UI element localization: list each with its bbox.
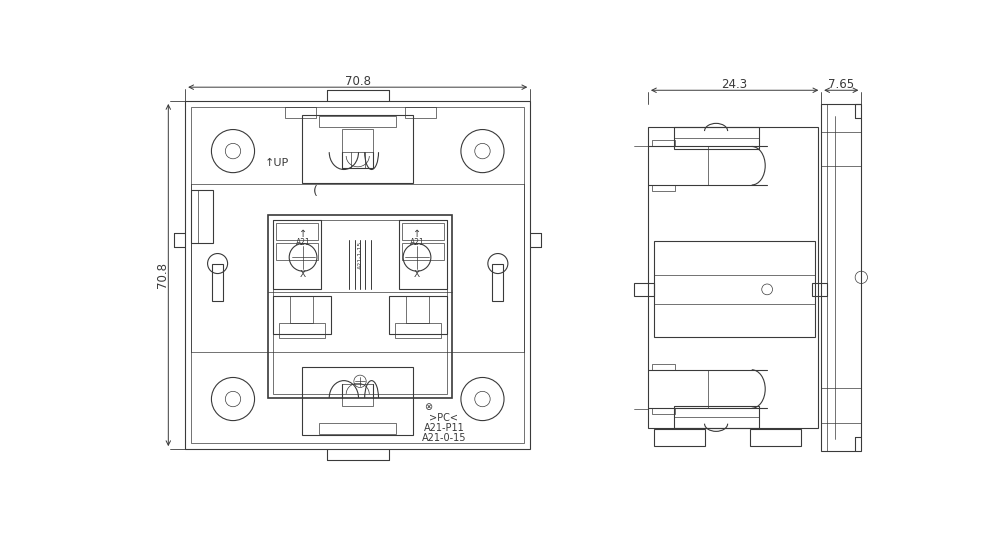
Text: ↑: ↑	[413, 229, 421, 239]
Text: 7.65: 7.65	[828, 77, 854, 91]
Bar	[302, 367, 413, 435]
Bar	[406, 296, 429, 323]
Text: ↑: ↑	[299, 229, 307, 239]
Text: 70.8: 70.8	[156, 262, 169, 288]
Bar	[285, 107, 316, 118]
Bar	[402, 243, 444, 260]
Bar	[389, 296, 447, 334]
Text: X: X	[414, 270, 420, 279]
Bar	[821, 104, 861, 451]
Bar	[399, 219, 447, 289]
Bar	[654, 241, 815, 337]
Bar	[654, 429, 705, 446]
Bar	[674, 127, 759, 149]
Bar	[273, 219, 321, 289]
Bar	[191, 190, 213, 244]
Text: A21-P11: A21-P11	[424, 423, 464, 433]
Bar	[395, 323, 441, 338]
Bar	[750, 429, 801, 446]
Bar	[276, 243, 318, 260]
Text: A21-0-15: A21-0-15	[422, 433, 466, 443]
Text: 70.8: 70.8	[345, 75, 371, 88]
Bar	[273, 219, 447, 394]
Bar	[674, 406, 759, 428]
Text: ⊗: ⊗	[425, 403, 433, 412]
Text: A21: A21	[410, 238, 424, 247]
Bar	[342, 129, 373, 152]
Text: A21-1-15: A21-1-15	[358, 241, 363, 270]
Text: A21: A21	[296, 238, 310, 247]
Bar	[652, 409, 675, 414]
Bar	[191, 107, 524, 443]
Bar	[273, 296, 331, 334]
Text: 24.3: 24.3	[722, 77, 748, 91]
Bar	[185, 101, 530, 449]
Bar	[319, 116, 396, 127]
Bar	[492, 264, 503, 301]
Text: X: X	[300, 270, 306, 279]
Bar	[279, 323, 325, 338]
Bar	[276, 223, 318, 240]
Bar	[652, 185, 675, 191]
Bar	[652, 364, 675, 370]
Bar	[342, 384, 373, 406]
Bar	[290, 296, 313, 323]
Text: >PC<: >PC<	[429, 413, 458, 423]
Bar	[319, 423, 396, 434]
Bar	[634, 283, 654, 295]
Text: (: (	[313, 185, 318, 199]
Bar	[405, 107, 436, 118]
Bar	[302, 115, 413, 183]
Bar	[812, 283, 827, 295]
Text: ↑UP: ↑UP	[265, 158, 289, 168]
Bar	[648, 127, 818, 428]
Bar	[402, 223, 444, 240]
Bar	[268, 215, 452, 398]
Bar	[652, 140, 675, 146]
Bar	[212, 264, 223, 301]
